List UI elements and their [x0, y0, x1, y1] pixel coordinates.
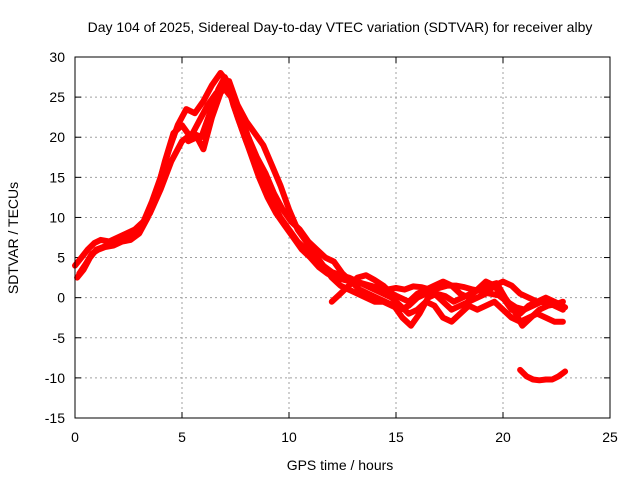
y-tick-label: 25	[49, 89, 65, 105]
x-tick-label: 10	[281, 429, 297, 445]
y-tick-label: 10	[49, 209, 65, 225]
y-tick-label: 20	[49, 129, 65, 145]
x-tick-label: 0	[71, 429, 79, 445]
gridlines	[75, 57, 610, 418]
chart-title: Day 104 of 2025, Sidereal Day-to-day VTE…	[88, 19, 593, 35]
series-line-trace-1	[72, 70, 569, 313]
x-tick-label: 15	[388, 429, 404, 445]
y-tick-label: 15	[49, 169, 65, 185]
y-tick-label: -10	[45, 370, 65, 386]
x-tick-label: 5	[178, 429, 186, 445]
y-tick-label: -5	[53, 330, 66, 346]
y-axis-label: SDTVAR / TECUs	[5, 182, 21, 294]
axis-ticks: 0 5 10 15 20 25 -15 -10 -5 0 5 10 15 20 25 30	[45, 49, 618, 445]
data-series	[72, 70, 569, 384]
series-line-trace-4	[185, 78, 566, 313]
y-tick-label: 0	[57, 290, 65, 306]
x-tick-label: 20	[495, 429, 511, 445]
x-tick-label: 25	[602, 429, 618, 445]
series-line-trace-3	[74, 74, 566, 329]
y-tick-label: -15	[45, 410, 65, 426]
x-axis-label: GPS time / hours	[287, 457, 394, 473]
series-line-trace-5	[328, 272, 566, 317]
series-line-trace-6	[517, 366, 569, 384]
y-tick-label: 5	[57, 250, 65, 266]
y-tick-label: 30	[49, 49, 65, 65]
plot-border	[74, 56, 611, 419]
